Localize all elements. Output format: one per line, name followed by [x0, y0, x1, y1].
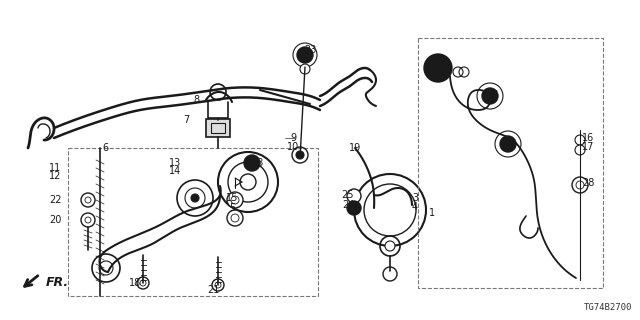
Text: 1: 1: [429, 208, 435, 218]
Circle shape: [297, 47, 313, 63]
Circle shape: [385, 241, 395, 251]
Circle shape: [424, 54, 452, 82]
Bar: [68, 148, 318, 296]
Text: 20: 20: [49, 215, 61, 225]
Circle shape: [500, 136, 516, 152]
Circle shape: [137, 277, 149, 289]
Circle shape: [347, 201, 361, 215]
Text: 9: 9: [290, 133, 296, 143]
Text: 18: 18: [129, 278, 141, 288]
Text: 11: 11: [49, 163, 61, 173]
Circle shape: [482, 88, 498, 104]
Text: 6: 6: [102, 143, 108, 153]
Text: 28: 28: [582, 178, 594, 188]
Text: 14: 14: [169, 166, 181, 176]
Circle shape: [296, 151, 304, 159]
Circle shape: [347, 189, 361, 203]
Text: 19: 19: [349, 143, 361, 153]
Circle shape: [575, 145, 585, 155]
Text: 25: 25: [342, 190, 355, 200]
Circle shape: [212, 279, 224, 291]
Text: 8: 8: [193, 95, 199, 105]
Text: 24: 24: [342, 200, 354, 210]
Circle shape: [575, 135, 585, 145]
Bar: [211, 123, 225, 133]
Text: 15: 15: [226, 193, 238, 203]
Text: 23: 23: [304, 45, 316, 55]
Circle shape: [240, 174, 256, 190]
Bar: [418, 38, 603, 288]
Text: 3: 3: [412, 193, 418, 203]
Text: 21: 21: [207, 285, 219, 295]
Circle shape: [300, 64, 310, 74]
Text: 26: 26: [486, 90, 498, 100]
Text: 12: 12: [49, 171, 61, 181]
Text: 5: 5: [229, 203, 235, 213]
Bar: [206, 119, 230, 137]
Text: 22: 22: [49, 195, 61, 205]
Text: 13: 13: [169, 158, 181, 168]
Circle shape: [383, 267, 397, 281]
Text: 10: 10: [287, 142, 299, 152]
Text: 2: 2: [429, 63, 435, 73]
Circle shape: [81, 193, 95, 207]
Text: FR.: FR.: [46, 276, 69, 289]
Circle shape: [81, 213, 95, 227]
Text: 16: 16: [582, 133, 594, 143]
Text: 17: 17: [582, 142, 594, 152]
Circle shape: [191, 194, 199, 202]
Text: TG74B2700: TG74B2700: [584, 303, 632, 312]
Circle shape: [227, 192, 243, 208]
Circle shape: [244, 155, 260, 171]
Circle shape: [227, 210, 243, 226]
Text: 27: 27: [504, 140, 516, 150]
Circle shape: [572, 177, 588, 193]
Text: 7: 7: [183, 115, 189, 125]
Text: 23: 23: [251, 158, 263, 168]
Text: 4: 4: [412, 202, 418, 212]
